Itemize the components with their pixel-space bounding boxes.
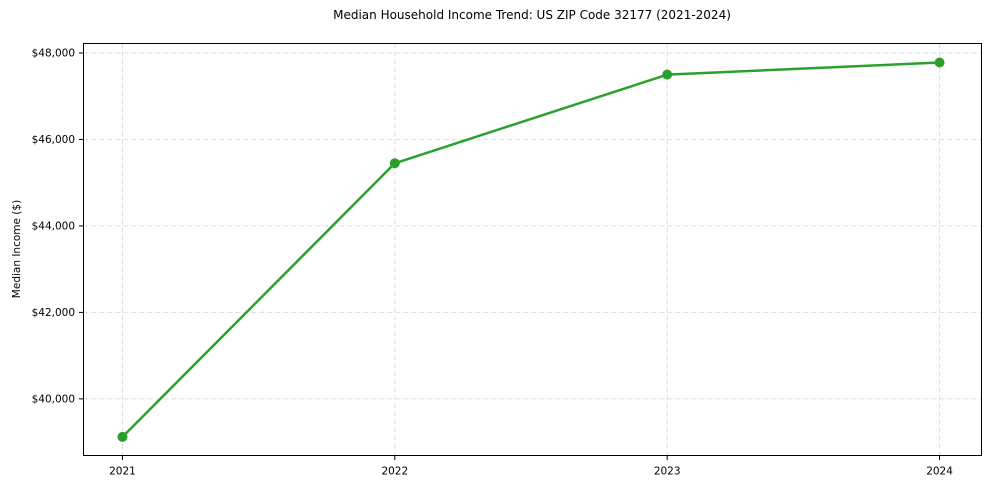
x-tick-label: 2022	[381, 466, 408, 478]
y-tick-label: $48,000	[32, 48, 75, 60]
y-tick-label: $40,000	[32, 393, 75, 405]
income-trend-line	[121, 61, 941, 439]
data-point-2021	[117, 431, 128, 442]
y-tick-label: $46,000	[32, 134, 75, 146]
data-point-2023	[662, 69, 673, 80]
y-tick-label: $42,000	[32, 307, 75, 319]
x-tick-label: 2023	[654, 466, 681, 478]
chart-title: Median Household Income Trend: US ZIP Co…	[333, 8, 731, 22]
plot-frame	[83, 43, 982, 456]
x-tick-label: 2024	[926, 466, 953, 478]
y-tick-label: $44,000	[32, 220, 75, 232]
data-point-2022	[389, 158, 400, 169]
data-point-2024	[934, 57, 945, 68]
x-tick-label: 2021	[109, 466, 136, 478]
